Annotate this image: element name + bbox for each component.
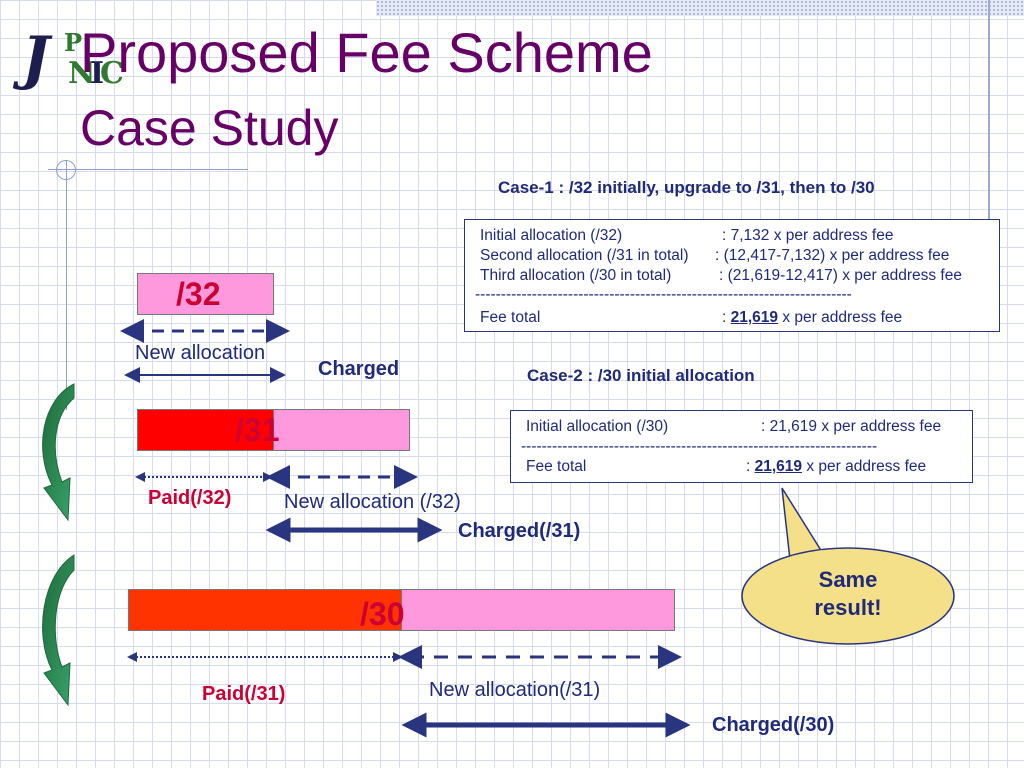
right-vertical-rule	[988, 0, 990, 330]
case2-total-label: Fee total	[526, 458, 587, 475]
case1-total-prefix: :	[722, 309, 727, 326]
case1-total: : 21,619 x per address fee	[722, 309, 902, 327]
case2-total-suffix: x per address fee	[806, 458, 927, 475]
case1-row-label: Third allocation (/30 in total)	[480, 267, 672, 284]
crosshair-ornament	[56, 160, 76, 180]
paid-31-label: Paid(/31)	[202, 683, 286, 705]
case1-divider: ----------------------------------------…	[475, 286, 852, 303]
curved-arrow-icon	[42, 383, 75, 522]
case1-row-label: Initial allocation (/32)	[480, 227, 623, 244]
case1-box: Initial allocation (/32) : 7,132 x per a…	[464, 219, 1000, 332]
bar-30-paid	[128, 589, 402, 631]
paid-32-label: Paid(/32)	[148, 487, 232, 509]
bar-31-paid	[137, 409, 274, 451]
case1-row-value: : (21,619-12,417) x per address fee	[719, 267, 962, 284]
case1-row-label: Second allocation (/31 in total)	[480, 247, 689, 264]
slide-subtitle: Case Study	[80, 100, 339, 156]
callout-bubble	[741, 547, 955, 645]
bar-30-new	[401, 589, 675, 631]
charged-30-label: Charged(/30)	[712, 714, 835, 736]
case2-row-value: : 21,619 x per address fee	[761, 418, 942, 435]
case2-total: : 21,619 x per address fee	[746, 458, 926, 476]
horizontal-rule	[48, 169, 248, 170]
case1-heading: Case-1 : /32 initially, upgrade to /31, …	[498, 178, 875, 197]
callout-text: Same result!	[772, 566, 924, 622]
new-allocation-31-label: New allocation(/31)	[429, 679, 601, 701]
bar-31-new	[273, 409, 410, 451]
case1-total-value: 21,619	[730, 309, 779, 326]
left-vertical-rule	[66, 160, 67, 410]
callout-line2: result!	[814, 595, 882, 620]
new-allocation-32-label: New allocation (/32)	[284, 491, 461, 513]
charged-label: Charged	[318, 358, 400, 380]
top-decorative-band	[376, 0, 1024, 16]
callout-bubble	[781, 487, 824, 561]
charged-31-label: Charged(/31)	[458, 520, 581, 542]
case2-box: Initial allocation (/30) : 21,619 x per …	[510, 410, 973, 483]
case1-row-value: : (12,417-7,132) x per address fee	[715, 247, 950, 264]
case2-divider: ----------------------------------------…	[521, 438, 878, 455]
case2-total-prefix: :	[746, 458, 751, 475]
case2-row-label: Initial allocation (/30)	[526, 418, 669, 435]
bar-32-label: /32	[176, 276, 221, 312]
new-allocation-label: New allocation	[135, 342, 266, 364]
callout-line1: Same	[818, 567, 878, 592]
bar-32	[137, 273, 274, 315]
curved-arrows	[42, 383, 75, 707]
slide-title: Proposed Fee Scheme	[80, 21, 653, 84]
case2-heading: Case-2 : /30 initial allocation	[527, 366, 755, 385]
bar-30-label: /30	[360, 596, 405, 632]
case1-total-suffix: x per address fee	[782, 309, 903, 326]
case1-total-label: Fee total	[480, 309, 541, 326]
case2-total-value: 21,619	[754, 458, 803, 475]
bar-31-label: /31	[235, 412, 280, 448]
curved-arrow-icon	[42, 554, 75, 707]
case1-row-value: : 7,132 x per address fee	[722, 227, 894, 244]
